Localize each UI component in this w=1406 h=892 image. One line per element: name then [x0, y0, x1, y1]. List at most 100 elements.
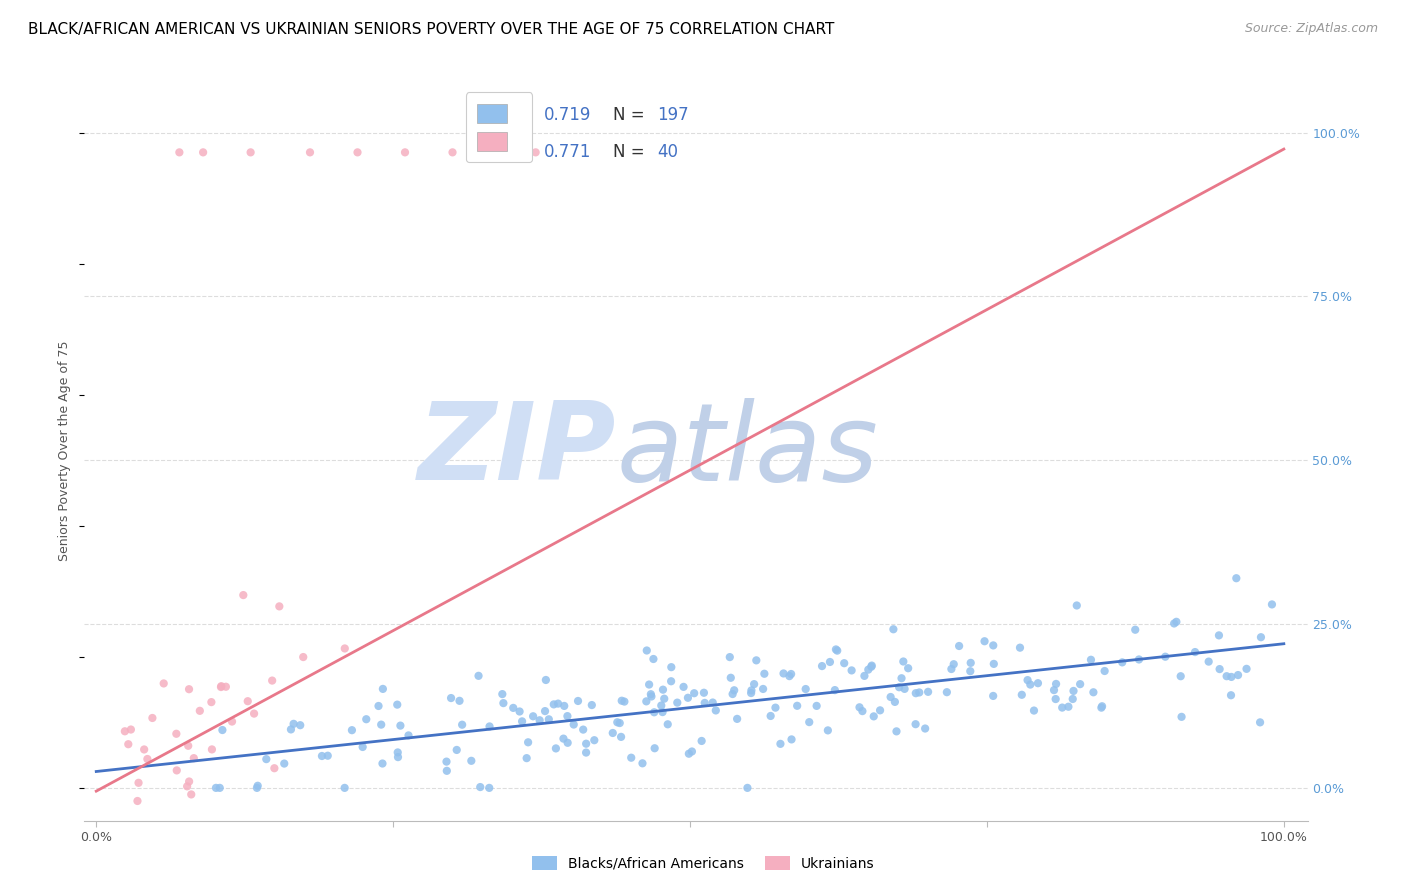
Point: [672, 680, 695, 694]
Point: [117, 737, 139, 751]
Point: [478, 719, 501, 733]
Point: [882, 622, 904, 636]
Point: [745, 653, 768, 667]
Point: [1069, 677, 1091, 691]
Point: [557, 736, 579, 750]
Point: [446, 743, 468, 757]
Point: [311, 749, 333, 764]
Point: [460, 754, 482, 768]
Point: [114, 724, 136, 739]
Point: [239, 145, 262, 160]
Point: [562, 717, 585, 731]
Point: [120, 723, 142, 737]
Point: [643, 706, 665, 720]
Point: [973, 634, 995, 648]
Point: [720, 671, 742, 685]
Point: [1062, 692, 1084, 706]
Point: [208, 780, 231, 795]
Legend: Blacks/African Americans, Ukrainians: Blacks/African Americans, Ukrainians: [526, 850, 880, 876]
Point: [650, 698, 672, 713]
Point: [825, 643, 848, 657]
Point: [246, 779, 269, 793]
Point: [1166, 615, 1188, 629]
Point: [1094, 664, 1116, 678]
Point: [183, 751, 205, 765]
Point: [262, 673, 284, 688]
Point: [636, 694, 658, 708]
Text: R =: R =: [498, 144, 534, 161]
Point: [543, 698, 565, 712]
Point: [387, 746, 409, 760]
Point: [478, 780, 501, 795]
Point: [180, 788, 202, 802]
Point: [292, 650, 315, 665]
Point: [693, 686, 716, 700]
Point: [398, 728, 420, 742]
Point: [825, 642, 848, 657]
Point: [1249, 715, 1271, 730]
Point: [778, 669, 800, 683]
Point: [640, 687, 662, 701]
Point: [759, 709, 782, 723]
Point: [941, 662, 963, 676]
Point: [269, 599, 291, 614]
Point: [643, 652, 665, 666]
Point: [1066, 599, 1088, 613]
Point: [191, 145, 214, 160]
Point: [702, 696, 724, 710]
Point: [681, 744, 703, 758]
Point: [1225, 571, 1247, 585]
Point: [693, 696, 716, 710]
Point: [752, 681, 775, 696]
Point: [981, 689, 1004, 703]
Point: [942, 657, 965, 672]
Point: [772, 666, 794, 681]
Point: [263, 761, 285, 775]
Point: [765, 700, 787, 714]
Point: [1019, 677, 1042, 691]
Point: [644, 741, 666, 756]
Point: [516, 751, 538, 765]
Point: [316, 748, 339, 763]
Point: [742, 677, 765, 691]
Point: [557, 709, 579, 723]
Point: [547, 697, 569, 711]
Point: [1063, 684, 1085, 698]
Point: [897, 661, 920, 675]
Point: [201, 742, 224, 756]
Point: [1057, 699, 1080, 714]
Text: 0.719: 0.719: [544, 106, 592, 124]
Text: N =: N =: [613, 144, 650, 161]
Point: [983, 657, 1005, 671]
Point: [659, 660, 682, 674]
Point: [904, 686, 927, 700]
Point: [862, 709, 884, 723]
Point: [860, 658, 883, 673]
Point: [1080, 653, 1102, 667]
Point: [640, 690, 662, 704]
Point: [575, 746, 598, 760]
Text: ZIP: ZIP: [418, 398, 616, 503]
Point: [832, 656, 855, 670]
Point: [280, 723, 302, 737]
Point: [1215, 669, 1237, 683]
Point: [492, 696, 515, 710]
Point: [389, 718, 412, 732]
Point: [283, 716, 305, 731]
Point: [848, 700, 870, 714]
Point: [652, 691, 675, 706]
Point: [794, 681, 817, 696]
Point: [914, 722, 936, 736]
Point: [981, 639, 1004, 653]
Point: [128, 776, 150, 790]
Point: [169, 145, 191, 160]
Point: [620, 750, 643, 764]
Point: [602, 726, 624, 740]
Point: [1045, 692, 1067, 706]
Point: [860, 659, 883, 673]
Point: [780, 667, 803, 681]
Point: [553, 698, 575, 713]
Point: [610, 730, 633, 744]
Point: [769, 737, 792, 751]
Point: [205, 780, 228, 795]
